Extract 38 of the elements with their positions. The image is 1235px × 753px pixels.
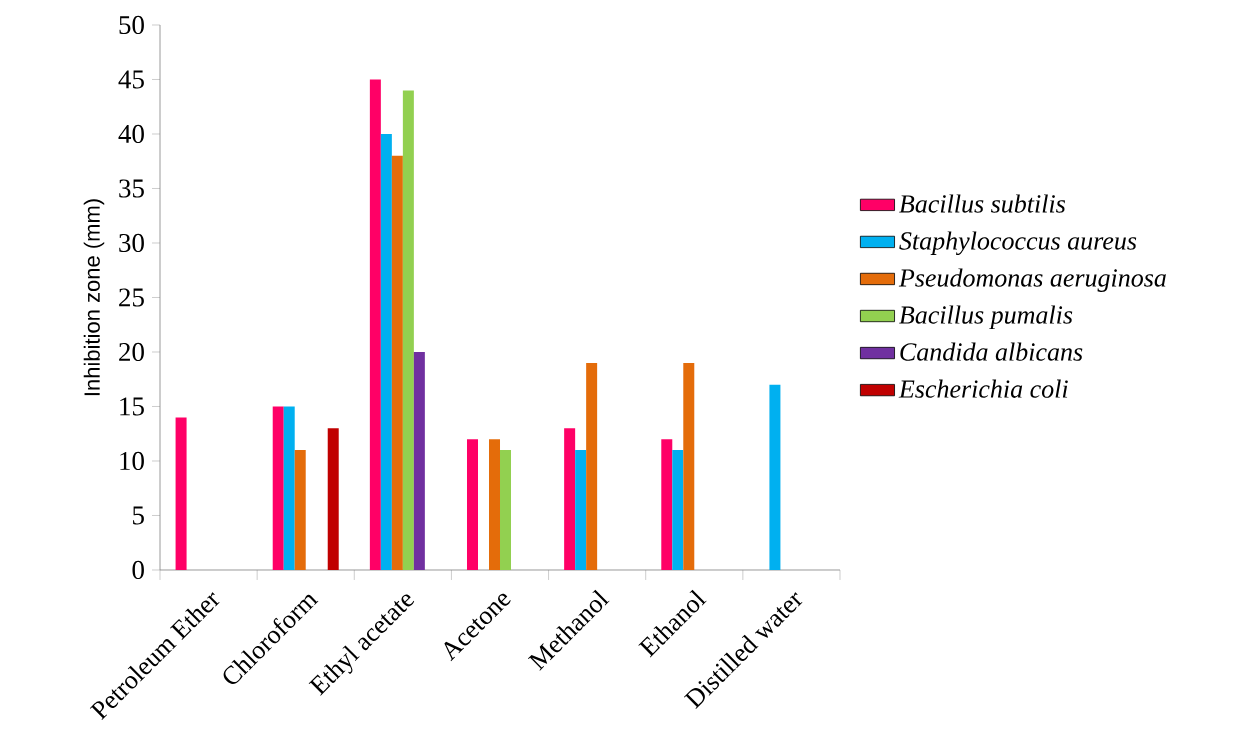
bar — [672, 450, 684, 570]
legend-label: Candida albicans — [900, 342, 1083, 361]
bar — [283, 406, 295, 570]
bar — [564, 428, 576, 570]
y-tick-label: 35 — [119, 179, 144, 198]
y-axis-title: Inhibition zone (mm) — [83, 199, 105, 396]
bar — [175, 417, 187, 570]
y-tick-label: 20 — [119, 342, 144, 362]
legend-label: Pseudomonas aeruginosa — [898, 268, 1166, 293]
bar — [369, 79, 381, 570]
legend-label: Bacillus subtilis — [899, 194, 1066, 213]
y-tick-label: 25 — [119, 288, 144, 307]
y-tick-label: 0 — [132, 560, 144, 580]
bar — [500, 450, 511, 570]
bar — [467, 439, 478, 570]
bar — [575, 450, 587, 570]
y-tick-label: 40 — [118, 124, 144, 144]
bar — [380, 133, 392, 570]
bar — [272, 406, 284, 570]
bar — [489, 439, 501, 570]
y-tick-label: 50 — [119, 15, 144, 35]
legend-label: Bacillus pumalis — [899, 305, 1073, 330]
y-tick-label: 30 — [119, 233, 144, 253]
bar — [769, 384, 781, 570]
bar — [294, 450, 306, 570]
legend-label: Staphylococcus aureus — [899, 231, 1137, 256]
y-tick-label: 15 — [120, 397, 144, 416]
bar — [683, 362, 695, 570]
bar — [391, 155, 403, 570]
y-tick-label: 5 — [133, 506, 144, 525]
y-tick-label: 45 — [118, 70, 144, 89]
bar — [661, 439, 673, 570]
y-tick-label: 10 — [120, 451, 144, 471]
bar — [402, 90, 414, 570]
bar — [413, 351, 425, 570]
legend-label: Escherichia coli — [898, 379, 1068, 398]
bar — [586, 362, 598, 570]
bar — [327, 428, 339, 570]
